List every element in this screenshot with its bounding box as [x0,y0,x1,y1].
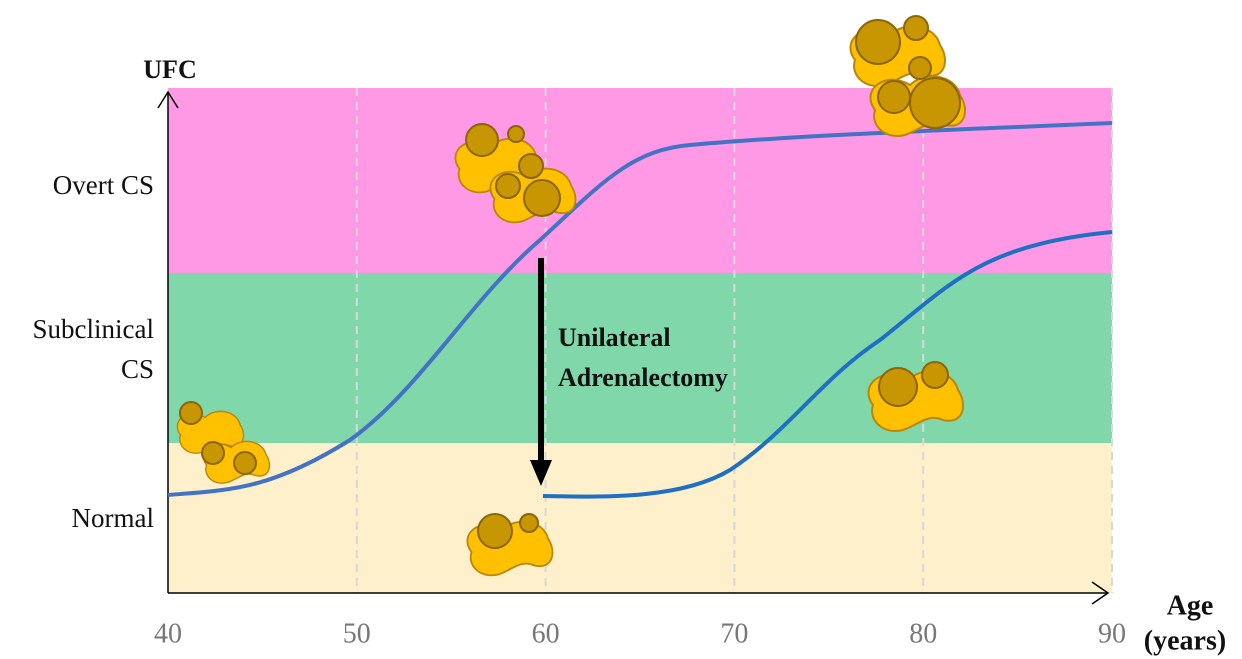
gland-icons [176,15,966,577]
band-label: Subclinical [33,314,154,344]
band-subclinical [168,273,1112,443]
curve-untreated [167,121,1113,497]
band-label: CS [121,354,154,384]
x-tick-label: 70 [720,618,748,649]
x-tick-label: 80 [909,618,937,649]
band-overt [168,88,1112,273]
band-label: Normal [72,503,154,533]
x-tick-label: 60 [532,618,560,649]
band-normal [168,443,1112,593]
x-tick-label: 50 [343,618,371,649]
y-axis-label: UFC [143,55,196,84]
x-tick-label: 40 [154,618,182,649]
x-tick-label: 90 [1098,618,1126,649]
x-axis-label: (years) [1144,625,1226,656]
band-label: Overt CS [53,170,154,200]
annotation: Adrenalectomy [558,363,728,392]
curve-after-surgery [542,230,1113,499]
x-axis-label: Age [1167,590,1214,621]
annotation: Unilateral [558,323,671,352]
x-ticks: 40 50 60 70 80 90 [154,618,1126,649]
